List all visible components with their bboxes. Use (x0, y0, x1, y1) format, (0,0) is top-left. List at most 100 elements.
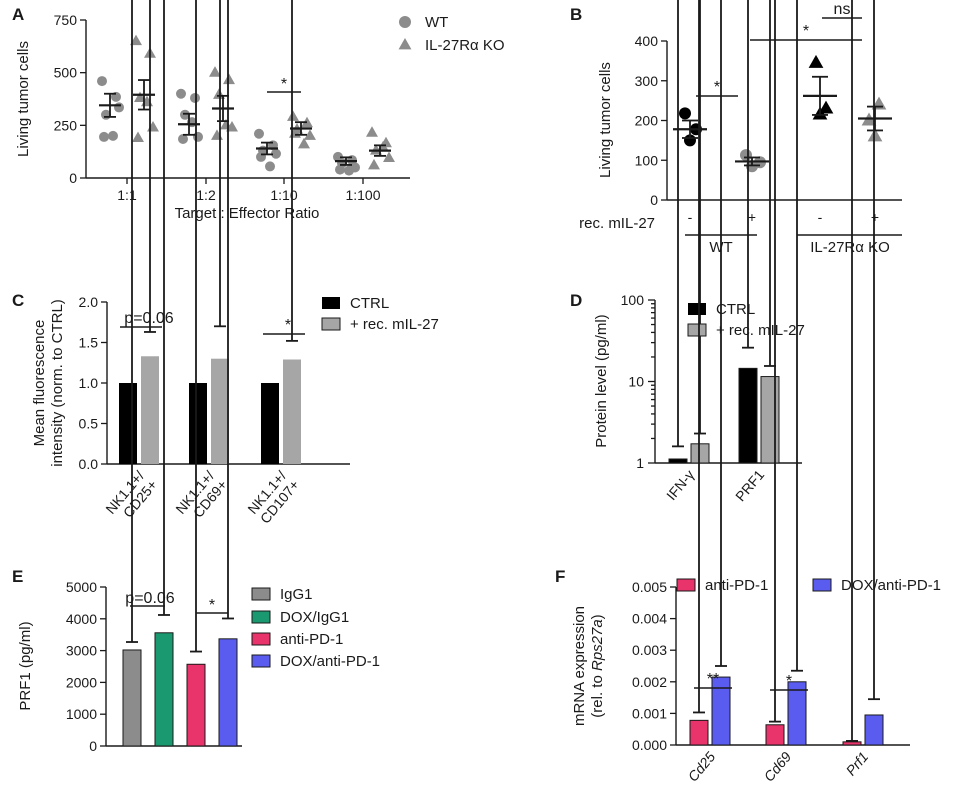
panel-b-label: B (570, 5, 582, 24)
panel-a-sig-star: * (281, 76, 287, 93)
panel-c-legend-ctrl: CTRL (350, 295, 389, 312)
panel-a-point-wt (254, 128, 264, 139)
panel-e-y-label: PRF1 (pg/ml) (17, 621, 34, 710)
panel-b-y-tick-label: 200 (635, 113, 659, 129)
panel-a-sem-bar (340, 156, 352, 166)
panel-a-legend-ko-marker (398, 38, 412, 50)
panel-a-point-ko (211, 129, 223, 140)
panel-a-point-ko (130, 34, 142, 46)
panel-f-legend-swatch (812, 578, 832, 592)
panel-a-point-wt (344, 165, 354, 176)
panel-f-y-tick-label: 0.000 (632, 737, 667, 753)
panel-d-bar (760, 376, 780, 464)
panel-a-point-ko (383, 151, 395, 163)
panel-f: F 0.000 0.001 0.002 0.003 0.004 0.005 mRNA expr… (555, 0, 941, 785)
panel-f-error-bar (693, 0, 705, 714)
panel-e-error-bar (158, 0, 170, 616)
panel-f-y-tick-label: 0.001 (632, 705, 667, 721)
panel-e-y-tick-label: 4000 (66, 611, 97, 627)
panel-d-error-bar (672, 0, 684, 448)
panel-c-bar (141, 356, 159, 464)
panel-b-point (740, 149, 752, 162)
panel-f-x-tick-label: Cd69 (761, 748, 795, 784)
panel-c-y-tick-label: 0.0 (79, 456, 99, 472)
panel-a-sem-bar (295, 121, 307, 136)
panel-e-label: E (12, 567, 23, 586)
panel-b-sig-ns: ns (834, 1, 851, 18)
panel-c-y-tick-label: 0.5 (79, 416, 99, 432)
panel-c-sig-star: * (285, 317, 291, 334)
panel-e-sig-p: p=0.06 (125, 590, 174, 607)
panel-c-error-bar (214, 0, 226, 328)
panel-a-point-wt (271, 148, 281, 159)
panel-f-y-tick-label: 0.002 (632, 674, 667, 690)
panel-c-y-tick-label: 1.5 (79, 335, 99, 351)
panel-f-bar (787, 681, 807, 746)
panel-c-y-tick-label: 1.0 (79, 375, 99, 391)
panel-d-bar (668, 458, 688, 464)
panel-e-error-bar (126, 0, 138, 643)
panel-d-legend-mil27: + rec. mIL-27 (716, 322, 805, 339)
panel-b-row-label: rec. mIL-27 (579, 215, 655, 232)
panel-a-x-tick-label: 1:10 (270, 187, 297, 203)
panel-e-y-tick-label: 3000 (66, 643, 97, 659)
panel-a-point-ko (298, 137, 310, 149)
panel-f-label: F (555, 567, 565, 586)
panel-e-legend-label: DOX/IgG1 (280, 609, 349, 626)
panel-e-bar (218, 638, 238, 747)
panel-c-bar (283, 359, 301, 464)
panel-d-x-tick-label: IFN-γ (663, 467, 697, 503)
panel-d-label: D (570, 291, 582, 310)
panel-e-error-bar (222, 0, 234, 620)
panel-a-point-wt (108, 130, 118, 141)
panel-a-point-ko (304, 129, 316, 140)
panel-e-bar (154, 632, 174, 747)
panel-a-point-wt (335, 164, 345, 175)
panel-b-y-tick-label: 100 (635, 152, 659, 168)
panel-a-sem-bar (374, 144, 386, 157)
panel-c-error-bar (144, 0, 156, 333)
panel-a-sem-bar (183, 112, 195, 136)
panel-a-point-ko (366, 126, 378, 137)
panel-a-point-ko (209, 66, 221, 77)
panel-a-sem-bar (138, 79, 150, 111)
panel-f-sig-star: * (786, 673, 792, 690)
panel-d-x-tick-label: PRF1 (732, 466, 767, 504)
panel-a-y-tick-label: 750 (54, 12, 78, 28)
panel-b-point (818, 100, 834, 114)
panel-a-point-ko (370, 144, 382, 155)
panel-d-legend-mil27-swatch (687, 323, 707, 337)
panel-a-point-wt (265, 161, 275, 172)
panel-a-point-ko (368, 158, 380, 170)
panel-b-sem-bar (682, 119, 698, 139)
panel-b: B 0 100 200 300 400 Living tumor cells - + - + rec.… (570, 1, 902, 256)
panel-d-error-bar (764, 0, 776, 367)
panel-f-error-bar (868, 0, 880, 701)
panel-c-error-bar (286, 0, 298, 342)
panel-a-label: A (12, 5, 24, 24)
panel-d-y-tick-label: 1 (636, 455, 644, 471)
panel-e-sig-star: * (209, 597, 215, 614)
panel-c-bar (119, 383, 137, 464)
panel-e-legend-label: anti-PD-1 (280, 631, 343, 648)
panel-e-legend-label: IgG1 (280, 586, 313, 603)
panel-a-point-wt (178, 134, 188, 145)
panel-d-error-bar (694, 0, 706, 435)
panel-b-point (808, 54, 824, 68)
panel-d-legend-ctrl-swatch (688, 303, 706, 315)
panel-f-bar (842, 741, 862, 746)
panel-a-legend-ko: IL-27Rα KO (425, 37, 505, 54)
panel-a-x-tick-label: 1:2 (196, 187, 216, 203)
panel-c-y-tick-label: 2.0 (79, 294, 99, 310)
panel-a-point-wt (114, 102, 124, 113)
panel-a-y-label: Living tumor cells (15, 41, 32, 157)
panel-b-point (679, 107, 691, 120)
panel-a-legend-wt: WT (425, 14, 448, 31)
panel-f-error-bar (715, 0, 727, 667)
panel-c-y-label: Mean fluorescence (31, 320, 48, 447)
panel-a-sem-bar (104, 92, 116, 118)
panel-a-point-ko (147, 120, 159, 132)
panel-b-condition-label: + (871, 209, 879, 225)
